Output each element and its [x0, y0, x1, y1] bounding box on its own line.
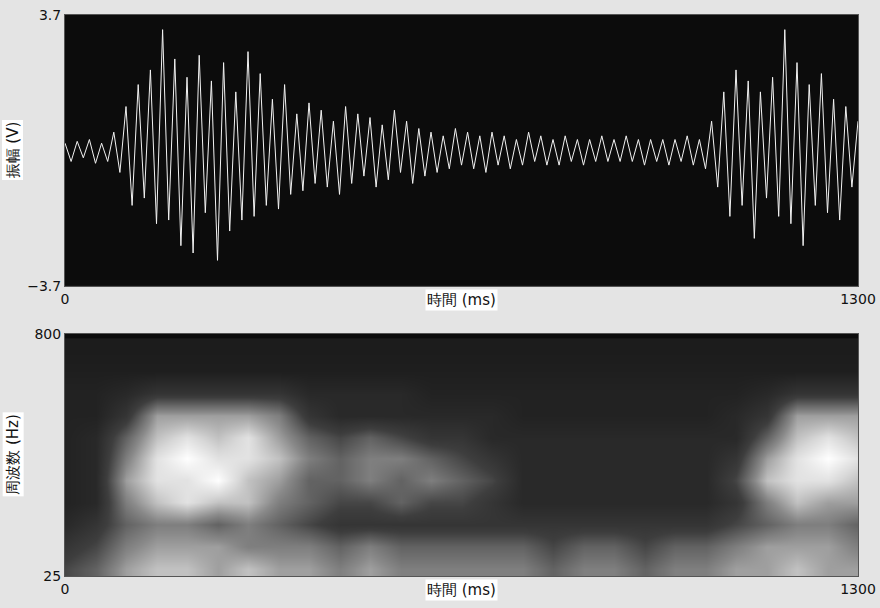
svg-text:時間 (ms): 時間 (ms)	[427, 291, 496, 309]
svg-text:0: 0	[61, 291, 70, 307]
svg-text:時間 (ms): 時間 (ms)	[427, 581, 496, 599]
svg-text:振幅 (V): 振幅 (V)	[4, 122, 22, 179]
svg-text:1300: 1300	[840, 291, 876, 307]
svg-text:3.7: 3.7	[39, 7, 61, 23]
svg-text:−3.7: −3.7	[27, 278, 61, 294]
svg-text:800: 800	[34, 326, 61, 342]
svg-text:周波数 (Hz): 周波数 (Hz)	[4, 414, 22, 495]
svg-text:1300: 1300	[840, 581, 876, 597]
svg-text:0: 0	[61, 581, 70, 597]
svg-text:25: 25	[43, 568, 61, 584]
